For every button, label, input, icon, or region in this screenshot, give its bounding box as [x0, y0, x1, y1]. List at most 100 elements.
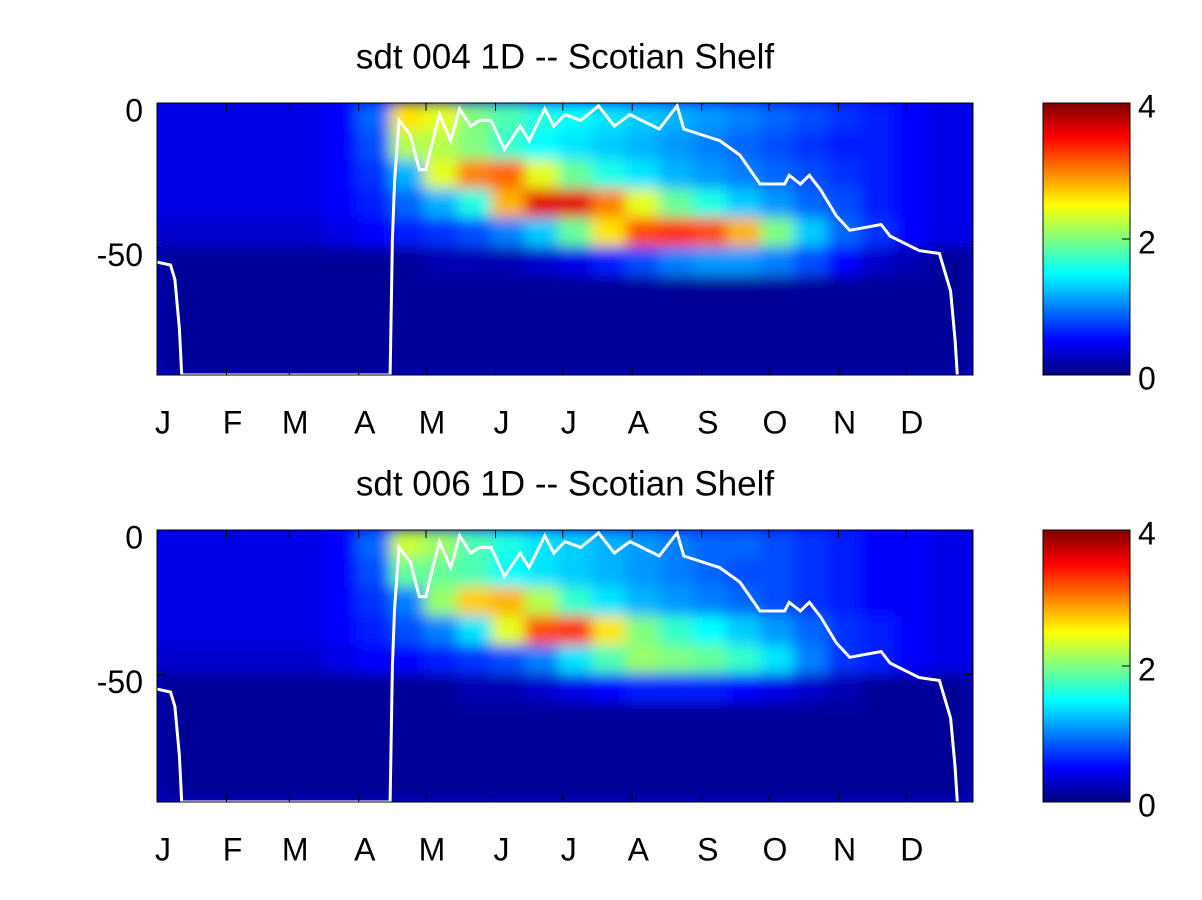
- heatmap-cell: [423, 333, 460, 375]
- heatmap-cell: [222, 731, 258, 763]
- heatmap-cell: [558, 615, 595, 647]
- heatmap-cell: [592, 304, 628, 336]
- x-tick-label: N: [833, 404, 856, 440]
- heatmap-cell: [491, 217, 527, 249]
- heatmap-cell: [157, 304, 191, 336]
- heatmap-cell: [861, 246, 897, 278]
- heatmap-cell: [356, 615, 393, 647]
- x-tick-label: A: [628, 831, 650, 867]
- heatmap-cell: [861, 673, 897, 705]
- heatmap-cell: [356, 557, 393, 589]
- heatmap-cell: [289, 557, 326, 589]
- heatmap-cells: [157, 530, 973, 802]
- heatmap-cell: [625, 159, 662, 191]
- heatmap-cell: [861, 159, 897, 191]
- heatmap-cell: [289, 530, 326, 560]
- colorbar-tick-label: 2: [1138, 224, 1156, 260]
- x-tick-label: N: [833, 831, 856, 867]
- heatmap-cell: [726, 130, 763, 162]
- heatmap-cell: [592, 188, 628, 220]
- heatmap-cell: [423, 217, 460, 249]
- heatmap-cell: [255, 275, 292, 307]
- heatmap-cell: [289, 731, 326, 763]
- heatmap-cell: [928, 530, 973, 560]
- heatmap-cell: [255, 702, 292, 734]
- heatmap-cell: [726, 188, 763, 220]
- heatmap-cell: [491, 333, 527, 375]
- heatmap-cell: [390, 731, 426, 763]
- heatmap-cell: [289, 217, 326, 249]
- heatmap-cell: [157, 217, 191, 249]
- heatmap-cell: [894, 615, 931, 647]
- heatmap-cell: [390, 188, 426, 220]
- heatmap-cell: [793, 673, 830, 705]
- heatmap-cell: [222, 217, 258, 249]
- heatmap-cell: [356, 159, 393, 191]
- heatmap-cell: [827, 246, 864, 278]
- heatmap-cell: [188, 731, 225, 763]
- heatmap-cell: [625, 615, 662, 647]
- x-tick-label: J: [155, 831, 171, 867]
- heatmap-cell: [491, 275, 527, 307]
- heatmap-cell: [491, 246, 527, 278]
- heatmap-cell: [157, 644, 191, 676]
- heatmap-cell: [255, 159, 292, 191]
- heatmap-cell: [760, 702, 796, 734]
- heatmap-cell: [457, 159, 494, 191]
- heatmap-cell: [692, 702, 729, 734]
- heatmap-cell: [726, 731, 763, 763]
- heatmap-cell: [894, 644, 931, 676]
- heatmap-cell: [323, 333, 359, 375]
- heatmap-cell: [457, 702, 494, 734]
- heatmap-cell: [760, 246, 796, 278]
- heatmap-cell: [592, 731, 628, 763]
- heatmap-cell: [894, 188, 931, 220]
- x-tick-label: J: [494, 831, 510, 867]
- heatmap-cell: [423, 159, 460, 191]
- heatmap-cell: [692, 644, 729, 676]
- heatmap-cell: [827, 304, 864, 336]
- x-tick-label: F: [223, 831, 243, 867]
- heatmap-cell: [894, 557, 931, 589]
- heatmap-cell: [894, 275, 931, 307]
- heatmap-cell: [356, 103, 393, 133]
- heatmap-cell: [356, 217, 393, 249]
- heatmap-cell: [861, 275, 897, 307]
- heatmap-cell: [356, 130, 393, 162]
- heatmap-cell: [558, 673, 595, 705]
- heatmap-cell: [255, 615, 292, 647]
- heatmap-cell: [524, 159, 561, 191]
- heatmap-cell: [861, 333, 897, 375]
- heatmap-cell: [323, 103, 359, 133]
- heatmap-cell: [793, 333, 830, 375]
- heatmap-cell: [491, 644, 527, 676]
- heatmap-cell: [356, 673, 393, 705]
- x-tick-label: J: [494, 404, 510, 440]
- heatmap-cell: [457, 530, 494, 560]
- heatmap-cell: [625, 275, 662, 307]
- heatmap-cell: [793, 586, 830, 618]
- heatmap-cell: [255, 246, 292, 278]
- colorbar-tick-label: 4: [1138, 515, 1156, 551]
- heatmap-cell: [491, 615, 527, 647]
- heatmap-cell: [827, 188, 864, 220]
- heatmap-cell: [726, 159, 763, 191]
- heatmap-cell: [524, 103, 561, 133]
- heatmap-cell: [491, 673, 527, 705]
- heatmap-cell: [592, 702, 628, 734]
- heatmap-cell: [323, 760, 359, 802]
- heatmap-cell: [692, 246, 729, 278]
- heatmap-cell: [457, 188, 494, 220]
- heatmap-cell: [356, 644, 393, 676]
- heatmap-cell: [659, 644, 695, 676]
- heatmap-cell: [928, 731, 973, 763]
- heatmap-cell: [188, 304, 225, 336]
- heatmap-cell: [793, 530, 830, 560]
- heatmap-cell: [524, 333, 561, 375]
- heatmap-cell: [928, 760, 973, 802]
- heatmap-cell: [928, 130, 973, 162]
- heatmap-cell: [289, 275, 326, 307]
- heatmap-cell: [188, 586, 225, 618]
- heatmap-cell: [861, 304, 897, 336]
